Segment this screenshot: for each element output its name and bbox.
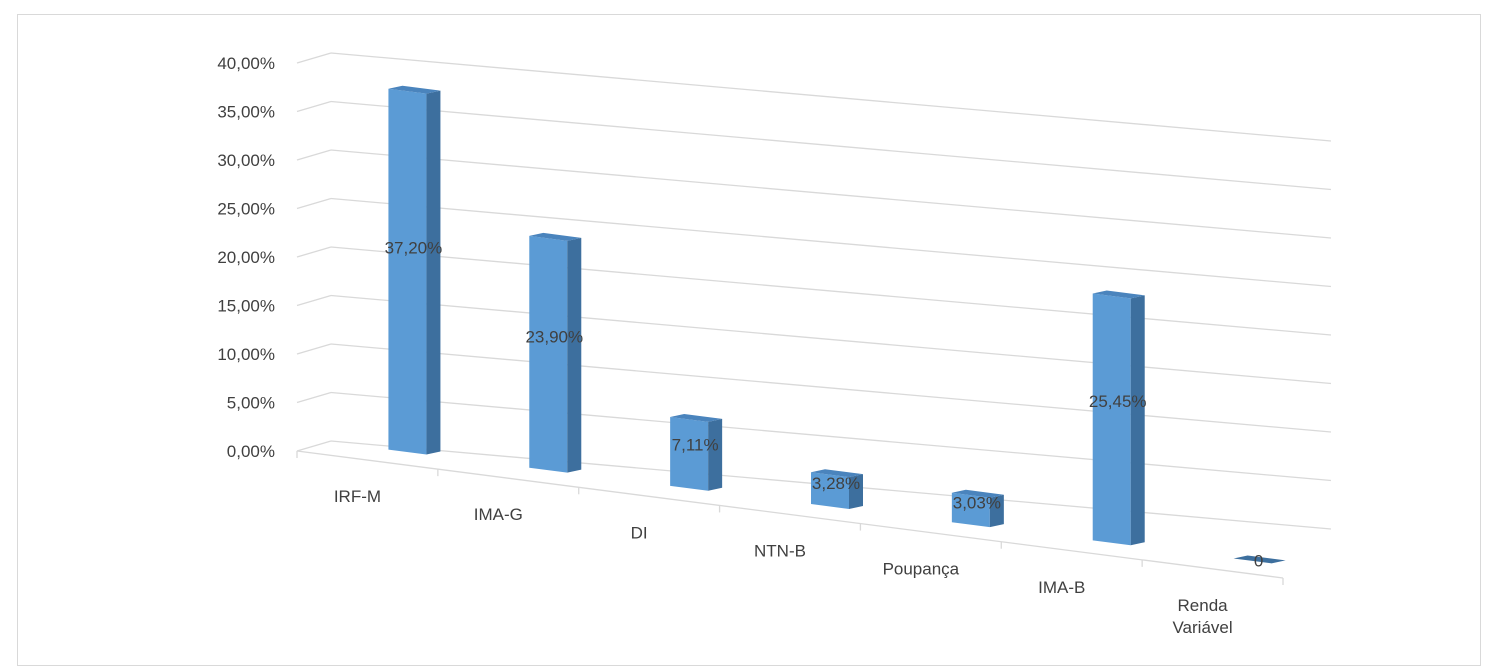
gridline-side bbox=[296, 391, 332, 404]
x-tick-label: IMA-B bbox=[1038, 578, 1085, 597]
x-tick-label-line: Poupança bbox=[883, 560, 960, 579]
x-tick-label: IRF-M bbox=[334, 487, 381, 506]
x-tick-label-line: IMA-G bbox=[474, 505, 523, 524]
bar-front-face bbox=[529, 235, 568, 473]
gridline-side bbox=[296, 149, 332, 161]
gridlines bbox=[296, 52, 1332, 585]
gridline-side bbox=[296, 246, 332, 258]
x-tick-label: NTN-B bbox=[754, 542, 806, 561]
x-axis-line bbox=[296, 450, 1284, 579]
y-tick-label: 5,00% bbox=[227, 394, 275, 413]
x-tick-label: IMA-G bbox=[474, 505, 523, 524]
bar bbox=[1092, 290, 1145, 546]
column-chart-3d: 0,00% 5,00% 10,00% 15,00% 20,00% 25,00% 30,00%… bbox=[217, 52, 1332, 637]
data-label: 7,11% bbox=[672, 435, 719, 454]
data-label: 25,45% bbox=[1089, 392, 1147, 411]
gridline-side bbox=[296, 197, 332, 210]
y-tick-label: 30,00% bbox=[217, 151, 275, 170]
x-tick-label-line: Variável bbox=[1172, 618, 1232, 637]
gridline-side bbox=[296, 440, 332, 452]
bars bbox=[388, 85, 1286, 564]
x-axis-tick-labels: IRF-M IMA-G DI NTN-B Poupança IMA-B Renda Variá… bbox=[334, 487, 1233, 637]
bar-front-face bbox=[388, 88, 427, 455]
bar-front-face bbox=[1092, 293, 1131, 546]
bar-side-face bbox=[567, 237, 582, 473]
y-tick-label: 25,00% bbox=[217, 200, 275, 219]
y-tick-label: 35,00% bbox=[217, 103, 275, 122]
bar-side-face bbox=[426, 90, 441, 455]
y-axis-tick-labels: 0,00% 5,00% 10,00% 15,00% 20,00% 25,00% 30,00%… bbox=[217, 54, 275, 461]
x-tick-label: DI bbox=[631, 523, 648, 542]
bar-top-face bbox=[529, 232, 582, 241]
gridline bbox=[330, 52, 1332, 142]
bar bbox=[951, 489, 1004, 528]
bar-side-face bbox=[1130, 295, 1145, 546]
y-tick-label: 10,00% bbox=[217, 345, 275, 364]
x-tick-label: Renda Variável bbox=[1172, 596, 1232, 637]
bar-top-face bbox=[1233, 555, 1286, 564]
data-label: 37,20% bbox=[385, 239, 443, 258]
x-tick-label: Poupança bbox=[883, 560, 960, 579]
gridline bbox=[330, 246, 1332, 336]
gridline bbox=[330, 100, 1332, 191]
gridline-side bbox=[296, 52, 332, 64]
bar-front-face bbox=[951, 492, 990, 528]
y-tick-label: 0,00% bbox=[227, 442, 275, 461]
x-tick-label-line: NTN-B bbox=[754, 542, 806, 561]
data-label: 3,28% bbox=[812, 474, 860, 493]
y-tick-label: 40,00% bbox=[217, 54, 275, 73]
gridline bbox=[330, 391, 1332, 482]
gridline bbox=[330, 294, 1332, 385]
bar-front-face bbox=[670, 416, 709, 491]
y-tick-label: 20,00% bbox=[217, 248, 275, 267]
gridline-side bbox=[296, 100, 332, 113]
bar-side-face bbox=[708, 418, 723, 491]
bar-top-face bbox=[811, 469, 863, 478]
data-labels: 37,20% 23,90% 7,11% 3,28% 3,03% 25,45% 0 bbox=[385, 239, 1264, 571]
y-tick-label: 15,00% bbox=[217, 297, 275, 316]
data-label: 23,90% bbox=[525, 328, 583, 347]
x-tick-label-line: IMA-B bbox=[1038, 578, 1085, 597]
gridline bbox=[330, 149, 1332, 239]
data-label: 3,03% bbox=[953, 493, 1001, 512]
chart-area: 0,00% 5,00% 10,00% 15,00% 20,00% 25,00% 30,00%… bbox=[17, 14, 1481, 666]
x-tick-label-line: Renda bbox=[1178, 596, 1229, 615]
bar-top-face bbox=[388, 85, 441, 94]
bar-top-face bbox=[1092, 290, 1145, 299]
gridline bbox=[330, 197, 1332, 288]
bar bbox=[811, 469, 863, 509]
bar bbox=[670, 413, 723, 491]
bar-front-face bbox=[811, 472, 849, 509]
bar bbox=[529, 232, 582, 473]
gridline-side bbox=[296, 343, 332, 355]
bar bbox=[1233, 555, 1286, 564]
bar-side-face bbox=[849, 474, 863, 509]
x-tick-label-line: DI bbox=[631, 523, 648, 542]
bar-top-face bbox=[670, 413, 723, 422]
data-label: 0 bbox=[1254, 551, 1263, 570]
gridline-side bbox=[296, 294, 332, 307]
x-tick-label-line: IRF-M bbox=[334, 487, 381, 506]
bar bbox=[388, 85, 441, 455]
bar-top-face bbox=[951, 489, 1004, 498]
gridline bbox=[330, 343, 1332, 433]
bar-side-face bbox=[989, 494, 1004, 528]
